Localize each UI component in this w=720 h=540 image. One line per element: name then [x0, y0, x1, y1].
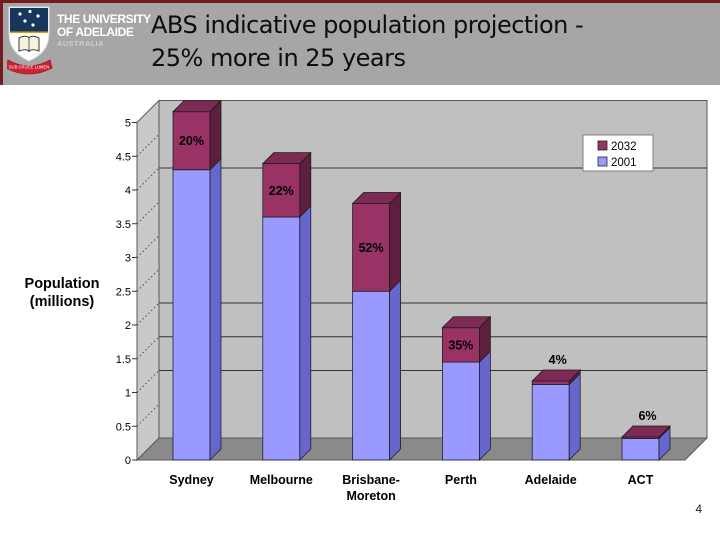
- bar-2032-top: [261, 152, 312, 165]
- bar-sydney: 20%: [172, 99, 222, 461]
- bar-2032-front: [531, 380, 570, 385]
- slide-title-line1: ABS indicative population projection -: [151, 11, 584, 39]
- bar-2001-front: [352, 290, 390, 461]
- y-tick-label: 1.5: [116, 354, 131, 366]
- side-wall: [136, 99, 160, 462]
- bar-act: 6%: [621, 409, 671, 461]
- university-crest-logo: SUB CRUCE LUMEN: [5, 5, 55, 81]
- crest-motto: SUB CRUCE LUMEN: [9, 65, 50, 70]
- side-wall-guide: [136, 235, 160, 258]
- bar-2001-side: [568, 372, 581, 461]
- side-wall-guide: [136, 302, 160, 326]
- y-tick-label: 4.5: [116, 151, 131, 163]
- header-left-stripe: [0, 0, 3, 85]
- bar-2032-side: [209, 99, 222, 171]
- y-axis-title: Population (millions): [25, 276, 100, 310]
- bars: 20% 22% 52% 35% 4% 6%: [172, 99, 671, 461]
- university-name-line3: AUSTRALIA: [57, 39, 104, 49]
- growth-label: 52%: [359, 241, 384, 255]
- slide-title-line2: 25% more in 25 years: [151, 44, 406, 72]
- bar-2032-side: [389, 191, 401, 293]
- wall-gridlines: [159, 167, 707, 371]
- bar-2001-side: [389, 279, 401, 461]
- side-wall-guide: [136, 268, 160, 292]
- category-label: Adelaide: [525, 473, 577, 487]
- category-label: Perth: [445, 473, 477, 487]
- chart-floor: [135, 437, 709, 461]
- y-axis-title-line1: Population: [25, 276, 100, 292]
- bar-2001-front: [172, 169, 211, 461]
- y-tick-label: 3: [125, 253, 131, 265]
- y-tick-label: 0: [125, 455, 131, 467]
- y-tick-label: 5: [125, 118, 131, 130]
- growth-label: 6%: [638, 409, 656, 423]
- bar-2001-front: [531, 384, 570, 461]
- growth-label: 4%: [549, 353, 567, 367]
- side-wall-guide: [136, 370, 160, 393]
- legend-label-2032: 2032: [611, 141, 637, 153]
- y-axis-title-line2: (millions): [30, 294, 95, 310]
- legend-swatch-2001: [597, 156, 608, 167]
- growth-label: 20%: [179, 134, 204, 148]
- bar-2001-side: [299, 205, 312, 461]
- side-wall-guide: [136, 167, 160, 191]
- y-tick-label: 2.5: [116, 286, 131, 298]
- side-wall-guide: [136, 403, 160, 427]
- bar-2032-top: [351, 192, 402, 204]
- legend-swatch-2032: [597, 140, 608, 151]
- bar-2032-front: [352, 203, 390, 292]
- y-tick-label: 1: [125, 388, 131, 400]
- category-label: ACT: [628, 473, 654, 487]
- bar-melbourne: 22%: [261, 151, 312, 461]
- y-tick-label: 4: [125, 185, 131, 197]
- y-tick-label: 3.5: [116, 219, 131, 231]
- bar-perth: 35%: [441, 315, 492, 461]
- slide-title: ABS indicative population projection - 2…: [151, 9, 584, 75]
- bar-2032-top: [621, 425, 671, 438]
- y-axis: 0 0.5 1 1.5 2 2.5 3 3.5 4 4.5 5: [116, 118, 160, 467]
- university-name-line1: THE UNIVERSITY: [57, 12, 151, 26]
- bar-2032-front: [442, 327, 480, 363]
- bar-adelaide: 4%: [531, 353, 582, 461]
- side-wall-guide: [136, 133, 160, 157]
- university-name-line2: OF ADELAIDE: [57, 24, 134, 39]
- bar-2001-front: [442, 361, 480, 461]
- category-label: Sydney: [169, 473, 214, 487]
- bar-2001-front: [621, 438, 660, 461]
- x-axis-labels: Sydney Melbourne Brisbane- Moreton Perth Adel…: [169, 473, 653, 503]
- legend: 2032 2001: [582, 134, 654, 172]
- growth-label: 35%: [448, 338, 473, 352]
- y-tick-label: 2: [125, 320, 131, 332]
- bar-2001-front: [262, 216, 301, 461]
- header-banner: SUB CRUCE LUMEN THE UNIVERSITY OF ADELAI…: [0, 0, 720, 85]
- crest-icon: SUB CRUCE LUMEN: [5, 6, 53, 75]
- side-wall-guide: [136, 201, 160, 225]
- bar-brisbane-moreton: 52%: [351, 191, 402, 461]
- side-wall-guide: [136, 336, 160, 360]
- bar-2032-top: [531, 369, 582, 382]
- header-top-stripe: [0, 0, 720, 3]
- y-tick-label: 0.5: [116, 421, 131, 433]
- university-wordmark: THE UNIVERSITY OF ADELAIDE AUSTRALIA: [57, 13, 151, 48]
- category-label: Moreton: [346, 489, 395, 503]
- bar-2032-top: [172, 100, 222, 113]
- category-label: Melbourne: [250, 473, 313, 487]
- bar-2001-side: [479, 350, 491, 461]
- legend-box: [582, 134, 654, 172]
- bar-2032-front: [172, 111, 211, 171]
- category-label: Brisbane-: [342, 473, 400, 487]
- growth-label: 22%: [269, 184, 294, 198]
- legend-label-2001: 2001: [611, 157, 637, 169]
- bar-2032-top: [441, 316, 492, 329]
- page-number: 4: [695, 502, 702, 516]
- bar-2001-side: [209, 157, 222, 461]
